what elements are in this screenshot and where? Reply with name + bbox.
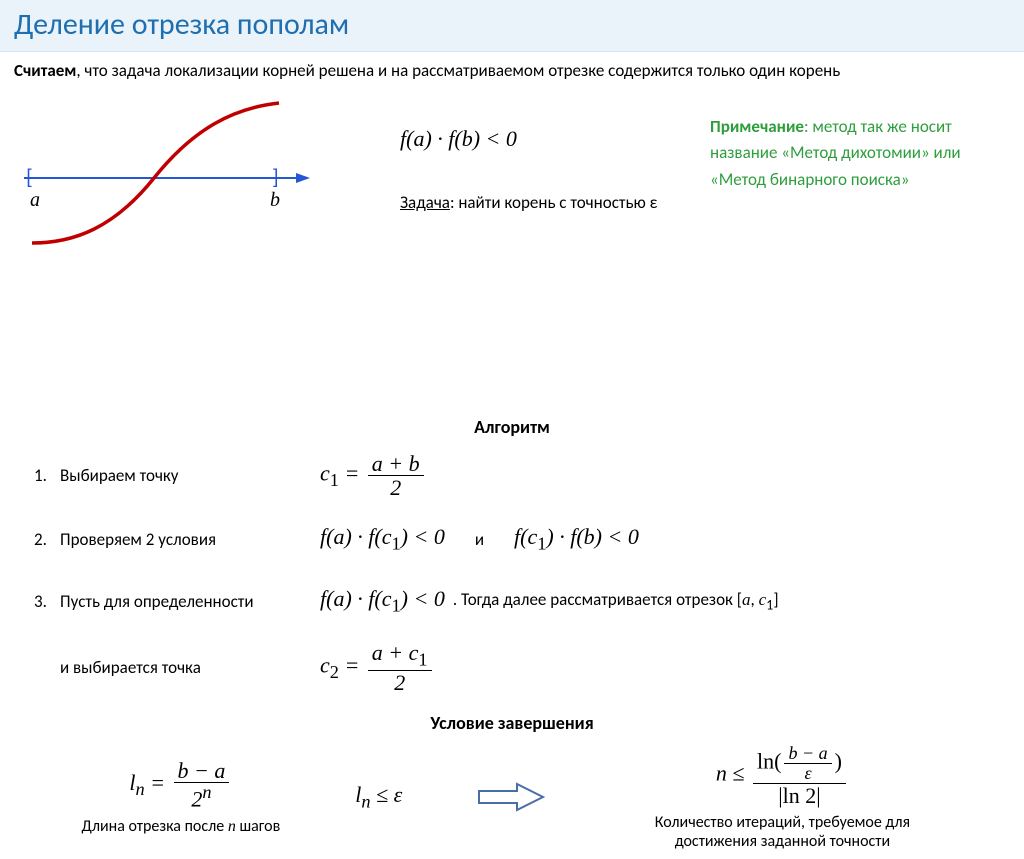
- s2f1sub: 1: [391, 533, 400, 553]
- note-box: Примечание: метод так же носит название …: [710, 114, 1010, 193]
- step1-formula: c1 = a + b2: [320, 452, 427, 499]
- mid-n: n: [361, 792, 370, 812]
- c1-frac-den: 2: [386, 476, 405, 499]
- intro-bold: Считаем: [14, 60, 76, 81]
- step2-formula: f(a) · f(c1) < 0 и f(c1) · f(b) < 0: [320, 524, 639, 554]
- cap1a: Длина отрезка после: [82, 817, 228, 836]
- ln-num: b − a: [174, 759, 230, 783]
- ln-den: 2n: [187, 783, 215, 810]
- note-bold: Примечание: [710, 116, 804, 137]
- big-arrow-icon: [477, 782, 547, 812]
- ln-den-b: 2: [191, 787, 202, 812]
- content: Считаем, что задача локализации корней р…: [0, 52, 1024, 859]
- step3b-formula: c2 = a + c12: [320, 641, 435, 694]
- title-bar: Деление отрезка пополам: [0, 0, 1024, 52]
- step3-tail: . Тогда далее рассматривается отрезок [a…: [453, 589, 779, 613]
- s2f2b: ) · f(b) < 0: [546, 524, 638, 549]
- c2-sub: 2: [330, 662, 339, 682]
- s3fsub: 1: [391, 595, 400, 615]
- end-row: ln = b − a2n Длина отрезка после n шагов…: [14, 744, 1010, 851]
- bracket-left: [: [26, 163, 33, 190]
- and-text: и: [475, 529, 484, 550]
- mid-le: ≤ ε: [371, 782, 403, 807]
- caption2: Количество итераций, требуемое для дости…: [622, 813, 942, 851]
- c2fn: a + c: [372, 640, 419, 665]
- step2-num: 2.: [34, 529, 60, 550]
- step-2: 2. Проверяем 2 условия f(a) · f(c1) < 0 …: [34, 517, 1010, 561]
- s2f1a: f(a) · f(c: [320, 524, 391, 549]
- step-3b: и выбирается точка c2 = a + c12: [60, 641, 1010, 694]
- end-col1: ln = b − a2n Длина отрезка после n шагов: [82, 759, 281, 836]
- end-col3: n ≤ ln(b − aε)|ln 2| Количество итераций…: [622, 744, 942, 851]
- r-frac: ln(b − aε)|ln 2|: [753, 744, 846, 807]
- step3-formula: f(a) · f(c1) < 0 . Тогда далее рассматри…: [320, 586, 779, 616]
- step3-num: 3.: [34, 591, 60, 612]
- s2f2a: f(c: [514, 524, 537, 549]
- c2-frac-num: a + c1: [368, 641, 432, 671]
- rden: |ln 2|: [774, 784, 824, 807]
- caption1: Длина отрезка после n шагов: [82, 817, 281, 836]
- label-a: a: [30, 189, 40, 211]
- c1-frac-num: a + b: [368, 452, 424, 476]
- rle: ≤: [727, 760, 750, 785]
- curve-icon: [32, 103, 279, 243]
- s3fa: f(a) · f(c: [320, 586, 391, 611]
- rln: ln(: [757, 748, 781, 773]
- s3fb: ) < 0: [401, 586, 445, 611]
- r-inner-frac: b − aε: [784, 744, 831, 783]
- task-line: Задача: найти корень с точностью ε: [400, 192, 657, 213]
- bracket-right: ]: [272, 163, 279, 190]
- ln-n: n: [136, 779, 145, 799]
- s3ta: a: [742, 590, 751, 609]
- ln-eq: =: [145, 770, 171, 795]
- c2-eq: =: [339, 653, 365, 678]
- s2f1b: ) < 0: [401, 524, 445, 549]
- c2fns: 1: [418, 650, 427, 670]
- c1-frac: a + b2: [368, 452, 424, 499]
- rcl: ): [835, 748, 842, 773]
- ln-den-s: n: [202, 782, 211, 802]
- cap1c: шагов: [236, 817, 280, 836]
- graph: [ ] a b: [14, 88, 314, 248]
- intro-text: Считаем, что задача локализации корней р…: [14, 60, 934, 82]
- axis-arrow-icon: [296, 173, 310, 183]
- c1-eq: =: [339, 461, 365, 486]
- step2-text: Проверяем 2 условия: [60, 529, 290, 550]
- graph-svg: [ ] a b: [14, 88, 314, 248]
- c2-lhs: c: [320, 653, 330, 678]
- mid-formula: ln ≤ ε: [355, 782, 402, 812]
- intro-rest: , что задача локализации корней решена и…: [76, 60, 840, 81]
- s3tc: c: [759, 590, 767, 609]
- step1-text: Выбираем точку: [60, 465, 290, 486]
- cap1b: n: [228, 818, 236, 835]
- step1-num: 1.: [34, 465, 60, 486]
- c1-sub: 1: [330, 470, 339, 490]
- r-num: ln(b − aε): [753, 744, 846, 784]
- step-3: 3. Пусть для определенности f(a) · f(c1)…: [34, 579, 1010, 623]
- step3b-text: и выбирается точка: [60, 657, 270, 678]
- step3-text: Пусть для определенности: [60, 591, 290, 612]
- task-label: Задача: [400, 192, 450, 213]
- formula-condition: f(a) · f(b) < 0: [400, 126, 517, 152]
- end-title: Условие завершения: [14, 712, 1010, 734]
- c2-frac: a + c12: [368, 641, 432, 694]
- rn: n: [716, 760, 727, 785]
- task-rest: : найти корень с точностью ε: [450, 192, 657, 213]
- c2-frac-den: 2: [390, 671, 409, 694]
- s2f2sub: 1: [537, 533, 546, 553]
- n-formula: n ≤ ln(b − aε)|ln 2|: [716, 744, 849, 807]
- step-1: 1. Выбираем точку c1 = a + b2: [34, 452, 1010, 499]
- page-title: Деление отрезка пополам: [14, 6, 1010, 43]
- algo-title: Алгоритм: [14, 416, 1010, 438]
- c1-lhs: c: [320, 461, 330, 486]
- label-b: b: [270, 189, 280, 211]
- rin: b − a: [784, 744, 831, 764]
- s3t1: . Тогда далее рассматривается отрезок [: [453, 589, 742, 610]
- s3te: ]: [773, 589, 778, 610]
